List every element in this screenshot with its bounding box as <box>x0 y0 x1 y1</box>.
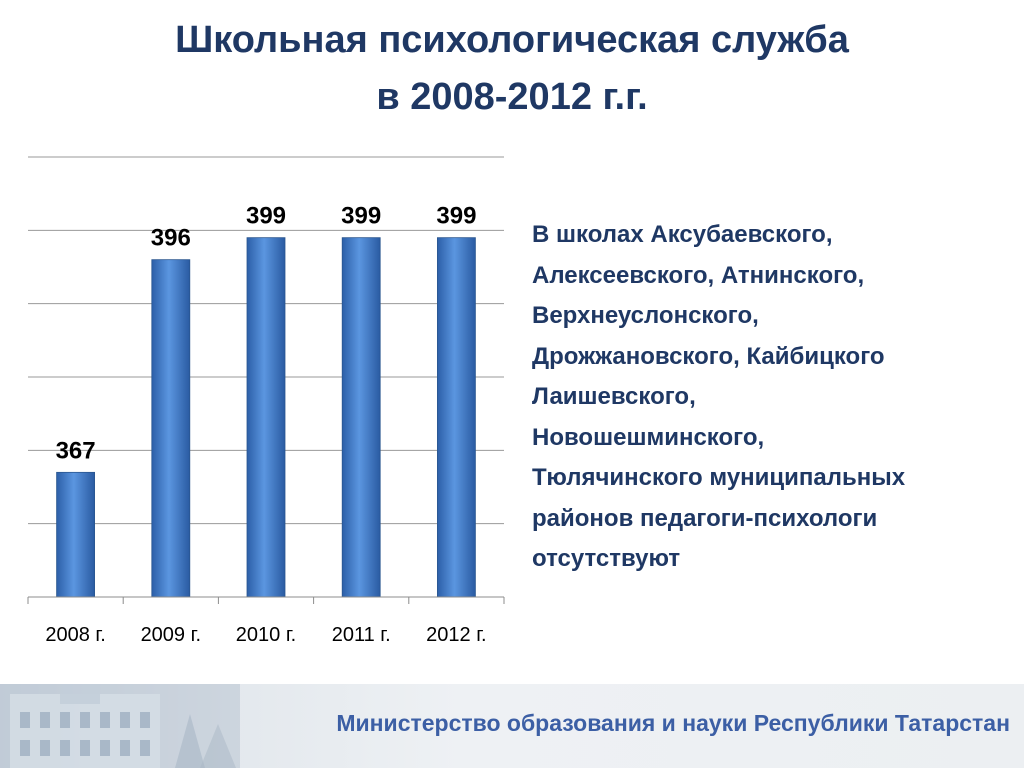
note-line: Верхнеуслонского, <box>532 302 759 329</box>
data-label: 399 <box>246 203 286 230</box>
x-tick-label: 2012 г. <box>426 624 486 646</box>
data-label: 399 <box>341 203 381 230</box>
ministry-name: Министерство образования и науки Республ… <box>336 710 1010 736</box>
x-tick-label: 2009 г. <box>141 624 201 646</box>
x-tick-label: 2008 г. <box>45 624 105 646</box>
data-label: 367 <box>56 437 96 464</box>
data-label: 396 <box>151 225 191 252</box>
x-tick-label: 2010 г. <box>236 624 296 646</box>
footer-banner: Министерство образования и науки Республ… <box>0 684 1024 768</box>
bar <box>56 471 95 598</box>
slide-title-line-1: Школьная психологическая служба <box>175 19 849 61</box>
missing-psychologists-note: В школах Аксубаевского, Алексеевского, А… <box>532 215 1012 580</box>
data-label: 399 <box>436 203 476 230</box>
bar <box>436 237 476 598</box>
bar <box>151 259 191 598</box>
note-line: Лаишевского, <box>532 383 696 410</box>
bar <box>341 237 381 598</box>
building-photo-icon <box>0 684 240 768</box>
slide-title: Школьная психологическая служба в 2008-2… <box>0 12 1024 126</box>
slide-title-line-2: в 2008-2012 г.г. <box>376 76 648 118</box>
note-line: Дрожжановского, Кайбицкого <box>532 342 885 370</box>
bar <box>246 237 286 598</box>
bar-chart: 367 2008 г. 396 2009 г. 399 2010 г. 399 2011 г.… <box>27 156 505 646</box>
note-line: Новошешминского, <box>532 423 765 451</box>
note-line: районов педагоги-психологи <box>532 504 878 532</box>
note-line: Тюлячинского муниципальных <box>532 464 906 491</box>
note-line: Алексеевского, Атнинского, <box>532 261 865 289</box>
note-line: отсутствуют <box>532 545 681 572</box>
x-tick-label: 2011 г. <box>332 624 391 646</box>
note-line: В школах Аксубаевского, <box>532 221 833 248</box>
